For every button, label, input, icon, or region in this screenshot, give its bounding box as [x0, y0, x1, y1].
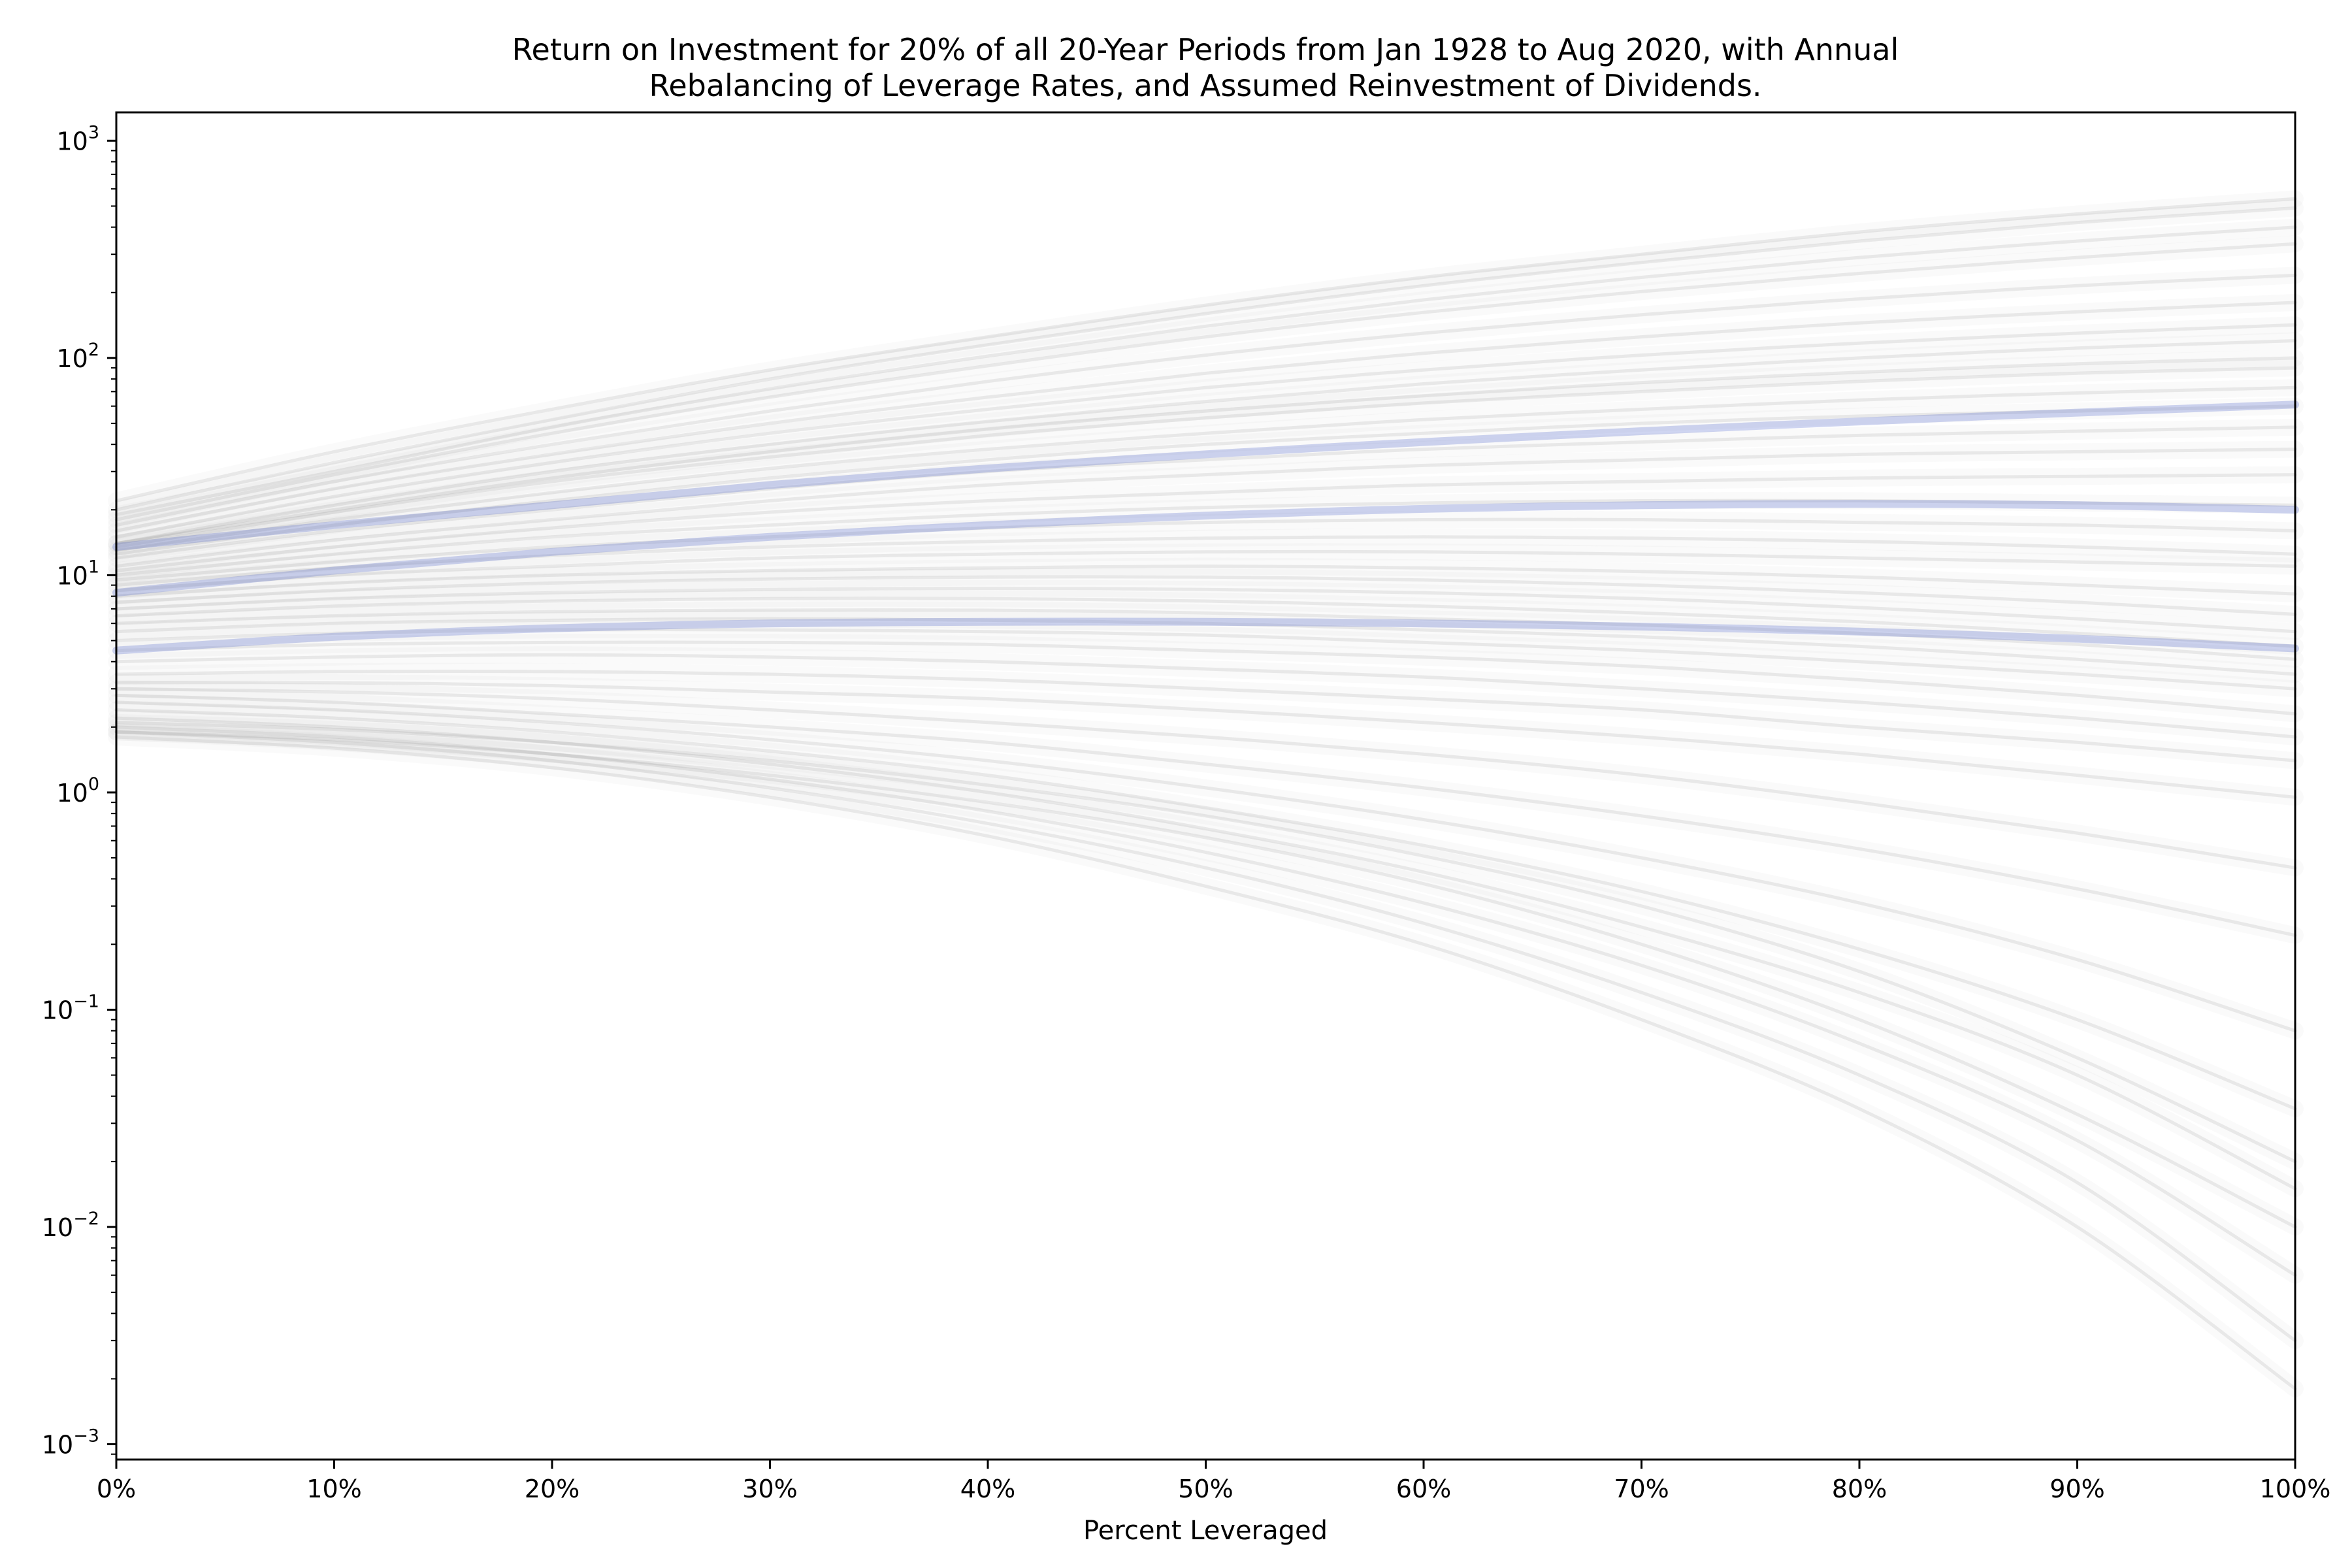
x-tick-label: 50% — [1178, 1475, 1233, 1503]
series-line — [114, 356, 2297, 546]
series-line — [114, 669, 2297, 762]
plot-background — [116, 112, 2295, 1460]
series-line — [114, 366, 2297, 549]
x-tick-label: 20% — [525, 1475, 580, 1503]
y-tick-label: 10−2 — [42, 1209, 99, 1242]
series-line — [114, 425, 2297, 560]
series-line — [114, 708, 2297, 1111]
series-line — [114, 681, 2297, 799]
chart-title: Return on Investment for 20% of all 20-Y… — [512, 32, 1899, 67]
highlighted-series-line — [112, 617, 2299, 655]
x-axis: 0% 10% 20% 30% 40% 50% 60% 70% 80% 90% 100% — [97, 1460, 2330, 1503]
series-line — [114, 716, 2297, 1190]
x-tick-label: 60% — [1396, 1475, 1451, 1503]
series-line — [114, 653, 2297, 739]
y-tick-label: 100 — [56, 774, 99, 808]
x-tick-label: 100% — [2260, 1475, 2331, 1503]
x-tick-label: 10% — [306, 1475, 361, 1503]
series-line — [114, 517, 2297, 582]
y-tick-label: 102 — [56, 340, 99, 373]
series-line — [114, 273, 2297, 527]
series-line — [114, 608, 2297, 661]
y-axis: 10−3 10−2 10−1 100 101 102 103 — [42, 122, 116, 1460]
series-line — [114, 323, 2297, 539]
series-line — [114, 197, 2297, 502]
series-line — [114, 617, 2297, 676]
x-tick-label: 90% — [2050, 1475, 2104, 1503]
y-tick-label: 101 — [56, 557, 99, 590]
series-line — [114, 385, 2297, 552]
x-tick-label: 30% — [742, 1475, 797, 1503]
series-line — [114, 730, 2297, 1229]
x-tick-label: 80% — [1832, 1475, 1887, 1503]
series-line — [114, 549, 2297, 593]
series-line — [114, 628, 2297, 691]
series-line — [114, 448, 2297, 568]
series-line — [114, 721, 2297, 1164]
highlighted-series-line — [112, 400, 2299, 551]
series-line — [114, 498, 2297, 577]
series-line — [114, 735, 2297, 1391]
highlighted-series-line — [112, 500, 2299, 597]
series-line — [114, 693, 2297, 938]
highlighted-series-lines — [112, 400, 2299, 655]
x-tick-label: 70% — [1614, 1475, 1669, 1503]
series-line — [114, 640, 2297, 716]
x-tick-label: 0% — [97, 1475, 136, 1503]
x-axis-label: Percent Leveraged — [1083, 1516, 1328, 1546]
series-line — [114, 564, 2297, 598]
y-tick-label: 103 — [56, 122, 99, 155]
series-line — [114, 301, 2297, 532]
series-line — [114, 730, 2297, 1343]
y-tick-label: 10−1 — [42, 991, 99, 1024]
series-line — [114, 535, 2297, 587]
series-line — [114, 596, 2297, 648]
plot-area — [112, 111, 2299, 1461]
series-line — [114, 242, 2297, 521]
series-line — [114, 339, 2297, 546]
series-line — [114, 725, 2297, 1277]
series-line — [114, 687, 2297, 870]
series-line — [114, 206, 2297, 512]
series-line — [114, 586, 2297, 634]
series-line — [114, 225, 2297, 517]
series-line — [114, 404, 2297, 556]
x-tick-label: 40% — [960, 1475, 1015, 1503]
series-line — [114, 700, 2297, 1033]
series-line — [114, 575, 2297, 616]
chart-subtitle: Rebalancing of Leverage Rates, and Assum… — [649, 68, 1761, 103]
series-line — [114, 473, 2297, 572]
y-tick-label: 10−3 — [42, 1426, 99, 1460]
series-lines — [114, 197, 2297, 1391]
